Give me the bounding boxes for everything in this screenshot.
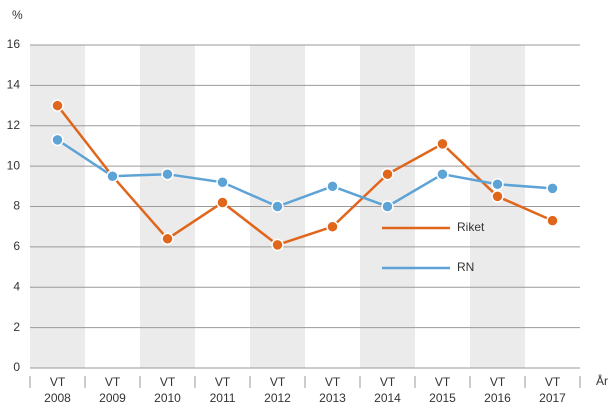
data-point (271, 238, 284, 252)
legend-label: Riket (457, 220, 485, 234)
data-point (491, 178, 504, 191)
data-point (381, 167, 394, 181)
data-point (381, 200, 394, 213)
data-point (546, 214, 559, 227)
data-point (51, 133, 64, 147)
y-tick-label: 12 (7, 118, 21, 132)
x-tick-label: VT 2008 (44, 375, 71, 405)
x-tick-label: VT 2014 (374, 375, 401, 405)
data-point (326, 180, 339, 193)
x-axis-label: År (596, 373, 608, 388)
y-tick-label: 0 (13, 360, 20, 374)
x-tick-label: VT 2017 (539, 375, 566, 405)
y-tick-label: 2 (13, 320, 20, 334)
x-tick-label: VT 2016 (484, 375, 511, 405)
data-point (106, 169, 119, 183)
series-line (56, 104, 554, 247)
data-point (161, 167, 174, 181)
x-tick-label: VT 2015 (429, 375, 456, 405)
y-tick-label: 10 (7, 158, 21, 172)
x-tick-label: VT 2011 (210, 375, 236, 405)
data-point (216, 196, 229, 209)
legend-label: RN (457, 260, 474, 274)
data-point (51, 99, 64, 112)
data-point (161, 232, 174, 246)
x-tick-label: VT 2013 (319, 375, 346, 405)
y-tick-label: 6 (13, 239, 20, 253)
y-tick-label: 4 (13, 279, 20, 293)
y-tick-label: 8 (13, 199, 20, 213)
y-tick-label: 16 (7, 37, 21, 51)
data-point (546, 182, 559, 195)
data-point (326, 220, 339, 233)
data-point (436, 167, 449, 181)
x-tick-label: VT 2010 (154, 375, 181, 405)
data-point (216, 176, 229, 189)
series-line (56, 138, 553, 208)
y-axis-label: % (12, 8, 23, 22)
x-tick-label: VT 2012 (264, 375, 291, 405)
data-point (271, 200, 284, 213)
x-tick-label: VT 2009 (99, 375, 126, 405)
data-point (436, 137, 449, 151)
data-point (491, 190, 504, 203)
y-tick-label: 14 (7, 78, 21, 92)
